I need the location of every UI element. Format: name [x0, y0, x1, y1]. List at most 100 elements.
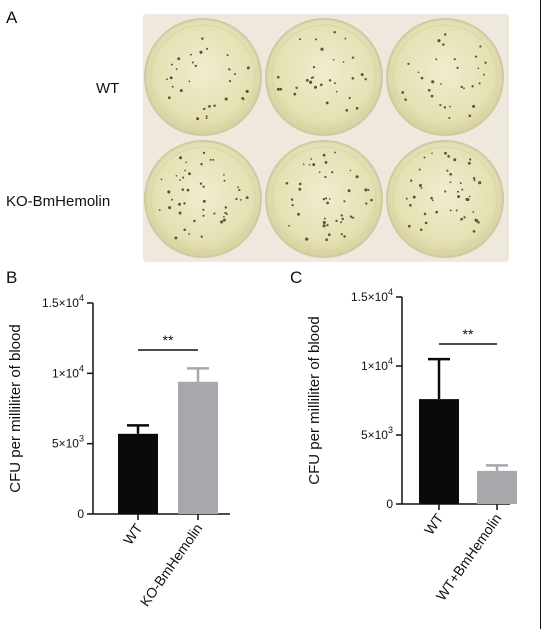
- bacterial-colony: [237, 186, 240, 189]
- bacterial-colony: [325, 101, 329, 105]
- panel-a-letter: A: [6, 8, 18, 27]
- petri-dish-rim: [150, 24, 256, 130]
- bacterial-colony: [463, 216, 466, 219]
- bacterial-colony: [228, 80, 232, 83]
- bacterial-colony: [202, 107, 206, 111]
- row-label-wt: WT: [96, 80, 120, 97]
- bacterial-colony: [196, 117, 200, 121]
- bar: [118, 433, 158, 514]
- bacterial-colony: [453, 58, 456, 61]
- bacterial-colony: [473, 179, 476, 182]
- bacterial-colony: [335, 90, 338, 93]
- bacterial-colony: [340, 214, 343, 217]
- bacterial-colony: [320, 47, 324, 51]
- petri-dish: [144, 140, 262, 258]
- bacterial-colony: [169, 76, 173, 80]
- bacterial-colony: [293, 92, 297, 96]
- bacterial-colony: [477, 221, 480, 224]
- bacterial-colony: [461, 188, 464, 191]
- petri-dish: [144, 18, 262, 136]
- bacterial-colony: [202, 151, 206, 155]
- bacterial-colony: [183, 228, 186, 232]
- bacterial-colony: [443, 106, 447, 109]
- bacterial-colony: [455, 209, 458, 212]
- bacterial-colony: [235, 197, 238, 201]
- panel-c-letter: C: [290, 268, 303, 287]
- bacterial-colony: [222, 218, 226, 222]
- bacterial-colony: [430, 196, 433, 200]
- bacterial-colony: [322, 153, 326, 157]
- bacterial-colony: [242, 98, 245, 101]
- bacterial-colony: [308, 164, 311, 166]
- bacterial-colony: [245, 196, 249, 200]
- bacterial-colony: [448, 116, 451, 120]
- bacterial-colony: [309, 80, 313, 84]
- bacterial-colony: [326, 201, 329, 205]
- y-tick-label: 1.5×104: [351, 287, 393, 304]
- bacterial-colony: [167, 96, 171, 100]
- bacterial-colony: [184, 169, 186, 172]
- bacterial-colony: [328, 79, 332, 82]
- bacterial-colony: [238, 189, 241, 192]
- bacterial-colony: [472, 104, 476, 108]
- bacterial-colony: [345, 108, 349, 112]
- bacterial-colony: [479, 45, 482, 48]
- bacterial-colony: [364, 188, 368, 192]
- panel-b-letter: B: [6, 268, 18, 287]
- bacterial-colony: [179, 179, 181, 181]
- bacterial-colony: [439, 104, 442, 107]
- bacterial-colony: [202, 214, 205, 217]
- bacterial-colony: [175, 174, 178, 177]
- bacterial-colony: [206, 47, 209, 50]
- petri-dish-rim: [271, 24, 377, 130]
- bacterial-colony: [427, 88, 431, 92]
- bacterial-colony: [199, 50, 203, 54]
- bacterial-colony: [324, 197, 328, 200]
- bacterial-colony: [239, 199, 242, 201]
- petri-dish-rim: [271, 146, 377, 252]
- bacterial-colony: [341, 217, 344, 221]
- bacterial-colony: [314, 85, 317, 89]
- bacterial-colony: [437, 39, 441, 43]
- bacterial-colony: [343, 235, 346, 238]
- bacterial-colony: [419, 228, 423, 232]
- bacterial-colony: [202, 208, 205, 211]
- bacterial-colony: [449, 181, 452, 184]
- bacterial-colony: [220, 220, 224, 224]
- bacterial-colony: [449, 172, 453, 176]
- bacterial-colony: [367, 189, 370, 191]
- bar: [419, 399, 459, 504]
- bacterial-colony: [466, 197, 470, 202]
- significance-label: **: [463, 326, 474, 342]
- bacterial-colony: [209, 158, 212, 161]
- bacterial-colony: [279, 87, 283, 91]
- bacterial-colony: [468, 195, 471, 198]
- bacterial-colony: [370, 198, 373, 202]
- bacterial-colony: [328, 198, 331, 200]
- bacterial-colony: [431, 199, 434, 202]
- bacterial-colony: [200, 162, 203, 166]
- bacterial-colony: [347, 189, 351, 193]
- bacterial-colony: [335, 219, 338, 223]
- bacterial-colony: [224, 206, 227, 209]
- bacterial-colony: [484, 61, 487, 64]
- bacterial-colony: [328, 233, 331, 236]
- bacterial-colony: [323, 217, 326, 220]
- y-tick-label: 1×104: [52, 363, 84, 380]
- bacterial-colony: [417, 71, 420, 74]
- bacterial-colony: [449, 209, 452, 212]
- bacterial-colony: [226, 54, 229, 57]
- bacterial-colony: [185, 161, 188, 164]
- bacterial-colony: [355, 106, 359, 110]
- bacterial-colony: [482, 73, 485, 76]
- bacterial-colony: [351, 56, 355, 59]
- bacterial-colony: [442, 43, 445, 46]
- bacterial-colony: [478, 181, 482, 185]
- y-axis-label: CFU per milliliter of blood: [7, 324, 24, 492]
- bacterial-colony: [191, 61, 194, 64]
- bacterial-colony: [474, 55, 478, 58]
- divider-line: [540, 0, 542, 629]
- bacterial-colony: [405, 197, 408, 200]
- bacterial-colony: [349, 215, 352, 218]
- bacterial-colony: [171, 85, 174, 88]
